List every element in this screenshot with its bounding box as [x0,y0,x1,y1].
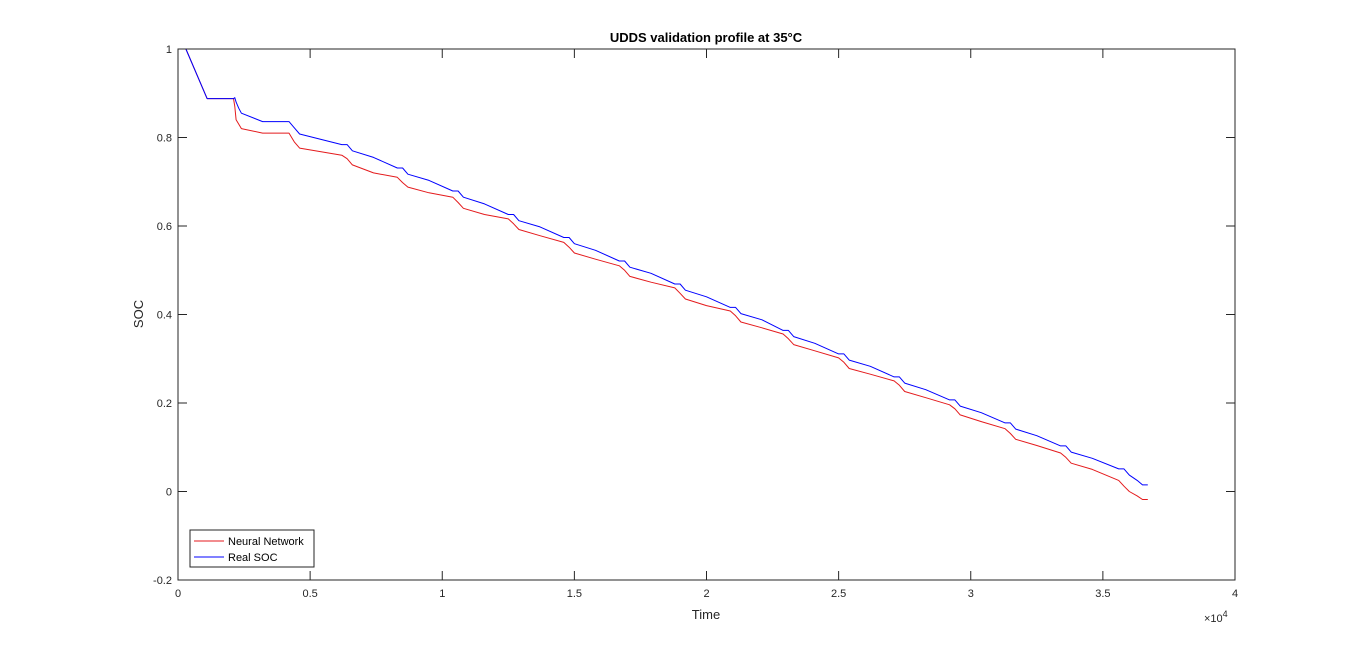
x-tick-label: 4 [1232,588,1238,600]
plot-area [177,48,1236,581]
chart-title: UDDS validation profile at 35°C [610,30,803,45]
x-tick-label: 1 [439,588,445,600]
x-tick-label: 0 [175,588,181,600]
y-tick-label: -0.2 [153,575,172,587]
y-tick-label: 1 [166,44,172,56]
series-layer [178,48,1148,500]
legend: Neural Network Real SOC [189,529,315,568]
x-tick-label: 2.5 [831,588,846,600]
x-tick-label: 0.5 [302,588,317,600]
x-exponent-power: 4 [1223,609,1228,619]
y-tick-label: 0 [166,487,172,499]
x-tick-label: 1.5 [567,588,582,600]
legend-box [189,529,315,568]
tick-layer: 0 0.5 1 1.5 2 2.5 3 3.5 4-0.200.20.40.60.81 [153,44,1238,600]
x-axis-label: Time [692,607,720,622]
legend-label-real-soc: Real SOC [228,552,278,564]
x-tick-label: 3.5 [1095,588,1110,600]
y-axis-label: SOC [131,300,146,328]
y-tick-label: 0.2 [157,398,172,410]
x-exponent-base: ×10 [1204,613,1223,625]
series-line-neural-network [178,48,1148,500]
y-tick-label: 0.8 [157,133,172,145]
x-exponent-label: ×104 [1204,609,1228,625]
series-line-real-soc [178,48,1148,486]
y-tick-label: 0.6 [157,221,172,233]
x-tick-label: 3 [968,588,974,600]
x-tick-label: 2 [703,588,709,600]
legend-label-neural-network: Neural Network [228,536,304,548]
y-tick-label: 0.4 [157,310,172,322]
